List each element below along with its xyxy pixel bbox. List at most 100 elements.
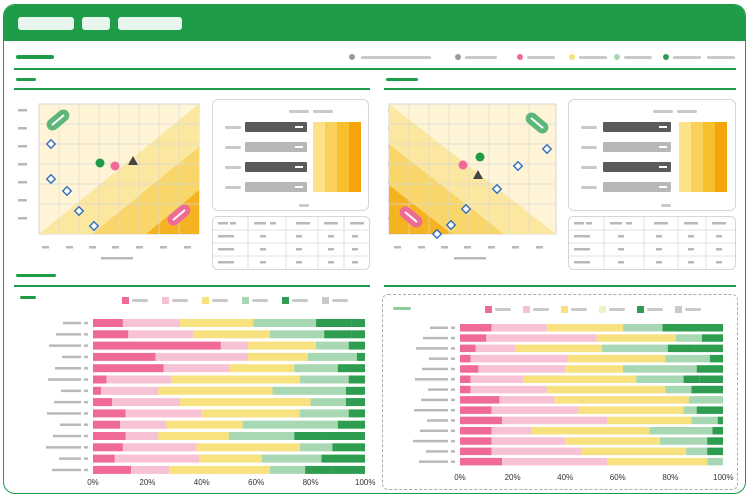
bar-segment — [683, 406, 697, 414]
legend-swatch — [322, 297, 329, 304]
bar-segment — [683, 375, 700, 383]
bar-segment — [169, 465, 270, 474]
column-4 — [715, 122, 727, 192]
bar-segment — [460, 334, 487, 342]
nav-tab-2[interactable] — [82, 17, 110, 30]
light-bar — [245, 142, 307, 152]
bar-segment — [93, 330, 129, 339]
row-label — [53, 434, 81, 438]
bar-segment — [460, 457, 503, 466]
column-1 — [679, 122, 691, 192]
x-tick-label: 0% — [87, 478, 99, 487]
page-title — [16, 55, 54, 59]
bar-segment — [299, 409, 349, 418]
bar-segment — [324, 330, 352, 339]
bar-segment — [546, 324, 624, 332]
bar-segment — [580, 447, 687, 456]
bar-segment — [460, 354, 471, 363]
row-label — [55, 367, 81, 370]
legend-swatch — [561, 306, 568, 313]
dark-bar — [603, 162, 671, 172]
bars-area — [46, 319, 365, 474]
column-3 — [703, 122, 715, 192]
row-label — [421, 398, 448, 402]
bar-segment — [578, 406, 684, 414]
bar-segment — [675, 334, 702, 342]
bar-segment — [332, 465, 365, 474]
bar-segment — [460, 447, 492, 456]
bar-segment — [460, 427, 492, 435]
summary-card-left — [212, 99, 369, 211]
top-bar — [4, 5, 745, 41]
bar-segment — [351, 330, 365, 339]
legend-swatch — [202, 297, 209, 304]
x-axis-title — [101, 257, 133, 260]
bar-segment — [691, 324, 723, 332]
chart-title — [393, 307, 411, 310]
legend-swatch — [675, 306, 682, 313]
row-label — [56, 333, 81, 336]
bar-segment — [623, 365, 697, 373]
bar-segment — [93, 386, 102, 395]
triangle-icon — [473, 170, 483, 179]
bar-segment — [158, 432, 229, 440]
bar-segment — [470, 375, 524, 383]
y-axis-ticks — [18, 109, 27, 220]
bar-segment — [686, 447, 708, 456]
bar-segment — [460, 365, 479, 373]
x-tick-label: 80% — [662, 473, 679, 482]
bar-segment — [93, 465, 132, 474]
bar-segment — [345, 398, 365, 407]
dark-bar — [603, 122, 671, 132]
bar-segment — [294, 364, 338, 373]
x-tick-label: 40% — [193, 478, 210, 487]
row-label — [46, 446, 81, 449]
x-axis-title — [454, 257, 486, 260]
light-bar — [603, 182, 671, 192]
stacked-bar-chart-left: 0% 20% 40% 60% 80% 100% — [18, 294, 375, 487]
bar-segment — [460, 324, 492, 332]
legend-swatch — [162, 297, 169, 304]
section-title-bottom — [16, 274, 56, 277]
section-divider-left — [14, 88, 370, 90]
bar-segment — [93, 443, 123, 452]
bar-segment — [163, 364, 229, 373]
row-label — [419, 460, 448, 463]
bar-segment — [523, 375, 637, 383]
header-divider — [14, 68, 736, 70]
circle-green-icon — [95, 158, 105, 168]
legend-swatch — [485, 306, 492, 313]
x-tick-label: 0% — [454, 473, 466, 482]
bar-segment — [567, 354, 666, 363]
bar-segment — [707, 437, 723, 445]
bar-segment — [348, 409, 365, 418]
row-label — [47, 412, 81, 415]
light-bar — [245, 182, 307, 192]
bar-segment — [120, 420, 167, 429]
nav-tab-1[interactable] — [18, 17, 74, 30]
bar-segment — [158, 386, 273, 395]
bar-segment — [607, 416, 692, 425]
row-label — [426, 450, 448, 453]
bar-segment — [486, 334, 597, 342]
bar-segment — [665, 385, 692, 394]
chart-title — [20, 296, 36, 299]
bar-segment — [701, 334, 723, 342]
bar-segment — [475, 344, 516, 353]
bar-segment — [180, 398, 311, 407]
bar-segment — [662, 324, 692, 332]
row-label — [60, 423, 81, 426]
bar-segment — [93, 352, 156, 361]
bar-segment — [707, 447, 723, 456]
row-label — [48, 378, 81, 381]
x-tick-label: 100% — [713, 473, 734, 482]
circle-pink-icon — [110, 161, 120, 171]
bar-segment — [712, 427, 723, 435]
bar-segment — [93, 364, 164, 373]
bar-segment — [171, 375, 300, 384]
bar-segment — [460, 416, 503, 425]
circle-green-icon — [663, 54, 669, 60]
nav-tab-3[interactable] — [118, 17, 182, 30]
x-tick-label: 100% — [355, 478, 376, 487]
bar-segment — [709, 354, 723, 363]
